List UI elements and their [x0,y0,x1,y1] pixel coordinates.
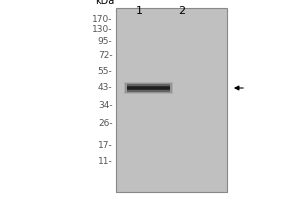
Bar [125,83,172,93]
Text: 95-: 95- [98,38,112,46]
Text: 26-: 26- [98,119,112,129]
Text: 170-: 170- [92,15,112,23]
Text: 1: 1 [136,6,143,16]
Text: 130-: 130- [92,24,112,33]
Text: 43-: 43- [98,84,112,92]
Text: 55-: 55- [98,66,112,75]
Text: 17-: 17- [98,140,112,150]
Bar [124,82,173,94]
Text: 2: 2 [178,6,185,16]
Bar [127,89,170,90]
Bar [127,87,170,89]
Bar [127,84,170,86]
Text: 11-: 11- [98,158,112,166]
Bar [127,90,170,92]
Text: 72-: 72- [98,50,112,60]
Text: kDa: kDa [95,0,114,6]
Bar [127,86,170,87]
Text: 34-: 34- [98,100,112,110]
Bar [116,8,226,192]
